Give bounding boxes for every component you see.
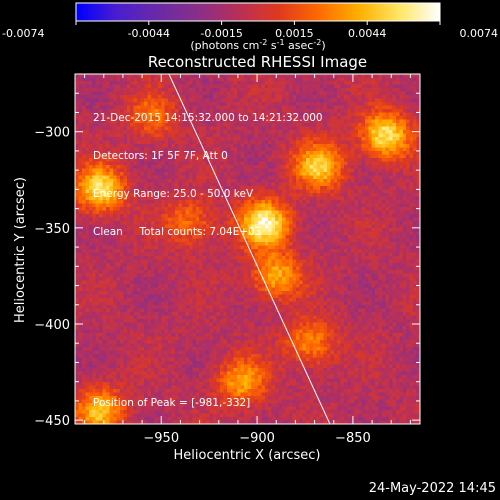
annotation-clean: Clean Total counts: 7.04E+03	[93, 225, 262, 238]
solar-limb-line	[168, 73, 331, 425]
heatmap-image	[75, 74, 420, 424]
colorbar-label: (photons cm-2 s-1 asec-2)	[190, 38, 325, 52]
y-axis-label: Heliocentric Y (arcsec)	[13, 177, 28, 323]
colorbar-tick-label: -0.0074	[2, 27, 44, 40]
annotation-energy: Energy Range: 25.0 - 50.0 keV	[93, 187, 254, 200]
colorbar-axis: -0.0074 -0.0044 -0.0015 0.0015 0.0044 0.0074 …	[2, 2, 499, 52]
colorbar-tick-label: -0.0044	[128, 27, 170, 40]
x-tick-label: −900	[239, 431, 275, 446]
y-tick-label: −350	[34, 222, 70, 237]
colorbar-tick-label: 0.0015	[275, 27, 314, 40]
annotation-peak-position: Position of Peak = [-981,-332]	[93, 397, 251, 409]
x-tick-label: −950	[143, 431, 179, 446]
y-tick-label: −300	[34, 126, 70, 141]
colorbar-tick-label: 0.0044	[348, 27, 387, 40]
chart-title: Reconstructed RHESSI Image	[147, 53, 368, 71]
x-tick-label: −850	[335, 431, 371, 446]
annotation-detectors: Detectors: 1F 5F 7F, Att 0	[93, 149, 228, 162]
x-axis-label: Heliocentric X (arcsec)	[174, 448, 321, 463]
colorbar-tick-label: -0.0015	[200, 27, 242, 40]
annotation-time-range: 21-Dec-2015 14:15:32.000 to 14:21:32.000	[93, 112, 323, 125]
colorbar-gradient	[76, 3, 440, 21]
colorbar-tick-label: 0.0074	[460, 27, 499, 40]
annotation-block: 21-Dec-2015 14:15:32.000 to 14:21:32.000…	[93, 87, 323, 251]
footer-timestamp: 24-May-2022 14:45	[368, 481, 496, 496]
y-tick-label: −400	[34, 318, 70, 333]
y-tick-label: −450	[34, 414, 70, 429]
plot-frame	[74, 73, 421, 425]
